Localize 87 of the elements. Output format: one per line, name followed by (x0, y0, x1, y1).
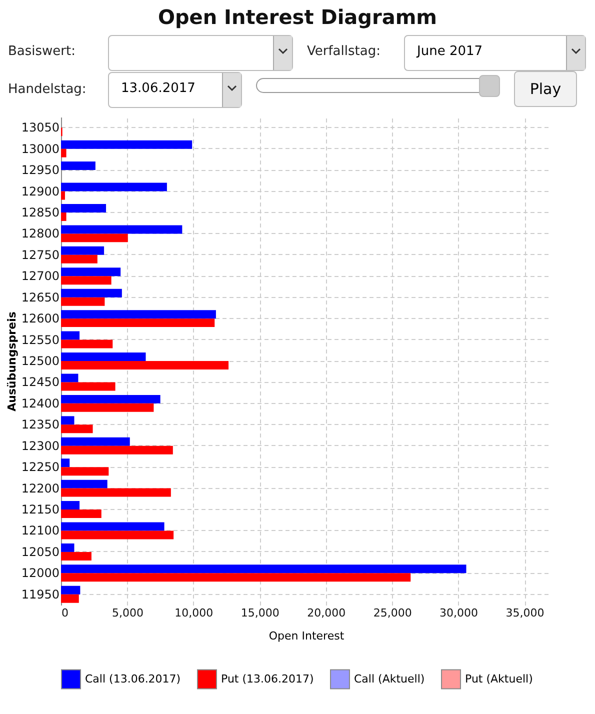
y-tick-label: 12400 (21, 396, 60, 410)
bar (61, 212, 66, 221)
bar (61, 480, 108, 488)
bar (61, 510, 102, 518)
bar (61, 488, 171, 497)
x-axis-title: Open Interest (268, 630, 345, 642)
y-tick-label: 12650 (21, 290, 60, 304)
y-tick-label: 12950 (21, 163, 60, 178)
bar (61, 501, 80, 510)
x-tick-label: 30,000 (440, 606, 478, 620)
bar (61, 394, 160, 404)
dropdown-field: June 2017 (404, 35, 586, 71)
bar (61, 467, 109, 476)
y-tick-label: 12350 (21, 418, 60, 432)
bar (61, 382, 116, 391)
bar (61, 552, 92, 560)
y-tick-label: 12100 (21, 524, 60, 538)
y-tick-label: 11950 (21, 587, 60, 602)
x-tick-label: 20,000 (307, 606, 346, 620)
y-tick-label: 12700 (21, 269, 60, 284)
play-button: Play (514, 71, 577, 107)
bar (61, 374, 78, 382)
bar (61, 446, 173, 454)
bar (61, 437, 130, 446)
legend-label: Call (13.06.2017) (85, 672, 181, 686)
x-tick-label: 10,000 (174, 606, 214, 620)
y-axis-title: Ausübungspreis (5, 311, 18, 412)
chart-title: Open Interest Diagramm (156, 5, 438, 29)
bar (61, 543, 74, 552)
x-tick-label: 5,000 (112, 606, 144, 620)
bar (61, 140, 192, 149)
bar (61, 522, 164, 531)
y-tick-label: 12000 (21, 566, 60, 580)
text: Basiswert: (8, 44, 76, 59)
y-tick-label: 12550 (21, 332, 60, 347)
bar (61, 162, 96, 170)
bar (61, 340, 113, 348)
bar (61, 416, 74, 425)
bar (61, 182, 167, 192)
y-tick-label: 12750 (21, 248, 60, 262)
bar (61, 246, 104, 255)
bar (61, 586, 80, 594)
bar (61, 564, 466, 574)
y-tick-label: 12850 (21, 205, 60, 220)
x-tick-label: 25,000 (373, 606, 412, 620)
legend-label: Put (Aktuell) (465, 672, 533, 686)
bar (61, 234, 128, 242)
bar (61, 361, 229, 370)
y-tick-label: 12050 (21, 544, 60, 559)
bar (61, 530, 174, 540)
bar (61, 297, 105, 306)
bar (61, 191, 65, 200)
x-tick-label: 35,000 (506, 606, 544, 620)
bar (61, 318, 215, 328)
y-tick-label: 12300 (21, 438, 60, 453)
y-tick-label: 12900 (21, 184, 60, 198)
bar (61, 310, 216, 319)
bar (61, 225, 182, 234)
bar (61, 276, 112, 285)
legend-label: Put (13.06.2017) (221, 672, 314, 686)
bar (61, 403, 154, 412)
legend-label: Call (Aktuell) (354, 672, 425, 686)
x-tick-label: 0 (62, 606, 68, 620)
bar (61, 268, 121, 276)
y-tick-label: 13050 (21, 120, 60, 135)
y-tick-label: 12800 (21, 226, 60, 241)
y-tick-label: 12200 (21, 481, 60, 496)
y-tick-label: 12450 (21, 375, 60, 390)
bar (61, 424, 93, 434)
bar (61, 573, 411, 582)
y-tick-label: 13000 (21, 142, 60, 156)
text: Handelstag: (8, 82, 86, 97)
bar (61, 204, 106, 212)
y-tick-label: 12150 (21, 502, 60, 517)
bar (61, 288, 122, 298)
y-tick-label: 12500 (21, 354, 60, 368)
dropdown-field: 13.06.2017 (108, 72, 242, 108)
bar (61, 254, 98, 264)
bar (61, 594, 79, 603)
bar (61, 331, 80, 340)
y-tick-label: 12600 (21, 312, 60, 326)
text: Verfallstag: (307, 44, 380, 59)
x-tick-label: 15,000 (240, 606, 280, 620)
bar (61, 458, 70, 468)
bar (61, 352, 146, 361)
y-tick-label: 12250 (21, 460, 60, 474)
bar (61, 148, 66, 158)
